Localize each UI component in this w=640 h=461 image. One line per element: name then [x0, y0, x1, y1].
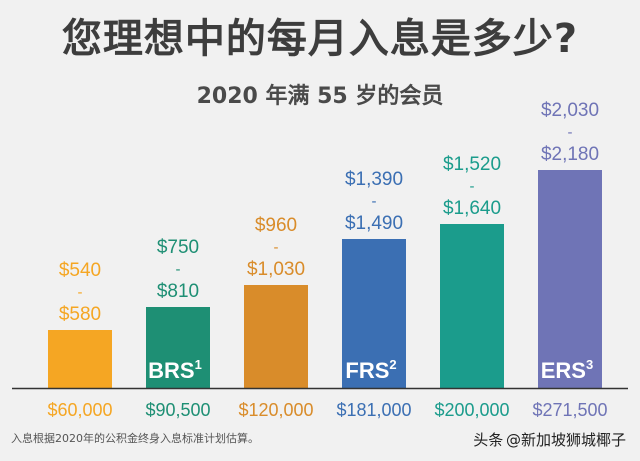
- bar-scheme-label: BRS1: [148, 357, 202, 383]
- page-title: 您理想中的每月入息是多少?: [61, 16, 579, 62]
- bar-range-separator: -: [78, 284, 83, 301]
- bar-range-separator: -: [274, 239, 279, 256]
- bar-high-label: $2,180: [541, 144, 599, 165]
- bar-range-separator: -: [176, 261, 181, 278]
- bar-scheme-superscript: 1: [195, 357, 202, 372]
- bar: [538, 170, 602, 388]
- x-tick-label: $200,000: [434, 400, 509, 420]
- x-tick-label: $271,500: [532, 400, 607, 420]
- bar-scheme-superscript: 2: [389, 357, 396, 372]
- bar-high-label: $810: [157, 281, 199, 302]
- bar-high-label: $580: [59, 304, 101, 325]
- x-tick-label: $120,000: [238, 400, 313, 420]
- bar-low-label: $1,520: [443, 154, 501, 175]
- page-subtitle: 2020 年满 55 岁的会员: [196, 84, 444, 109]
- bar: [342, 239, 406, 388]
- bar-low-label: $960: [255, 215, 297, 236]
- bar: [48, 330, 112, 388]
- bar: [440, 224, 504, 388]
- bar-range-separator: -: [470, 178, 475, 195]
- bar-low-label: $2,030: [541, 100, 599, 121]
- bar: [244, 285, 308, 388]
- x-tick-label: $90,500: [145, 400, 210, 420]
- watermark-logo: 头条: [473, 431, 504, 449]
- bar-range-separator: -: [372, 193, 377, 210]
- bar-low-label: $540: [59, 260, 101, 281]
- bar-high-label: $1,490: [345, 213, 403, 234]
- bar-scheme-label: FRS2: [345, 357, 396, 383]
- bar-scheme-superscript: 3: [586, 357, 593, 372]
- footnote: 入息根据2020年的公积金终身入息标准计划估算。: [11, 432, 259, 445]
- watermark: 头条 @新加坡狮城椰子: [473, 429, 626, 450]
- bar-low-label: $1,390: [345, 169, 403, 190]
- bar-scheme-label: ERS3: [541, 357, 593, 383]
- watermark-handle: @新加坡狮城椰子: [505, 431, 626, 449]
- bar-range-separator: -: [568, 124, 573, 141]
- bar-high-label: $1,640: [443, 198, 501, 219]
- bar-low-label: $750: [157, 237, 199, 258]
- bar: [146, 307, 210, 388]
- x-tick-label: $60,000: [47, 400, 112, 420]
- bar-high-label: $1,030: [247, 259, 305, 280]
- x-tick-label: $181,000: [336, 400, 411, 420]
